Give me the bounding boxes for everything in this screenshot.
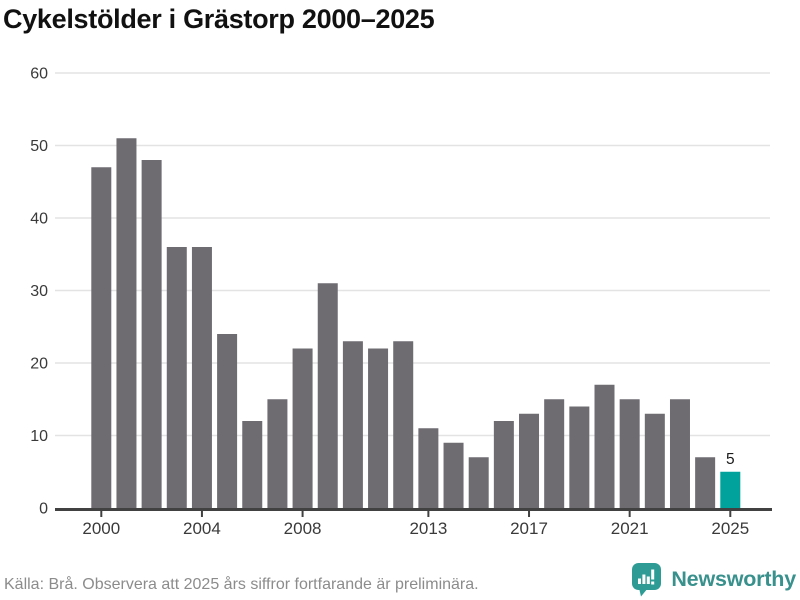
y-axis-tick-label: 0 xyxy=(39,501,48,518)
logo-bubble-tail xyxy=(639,588,649,597)
source-note: Källa: Brå. Observera att 2025 års siffr… xyxy=(4,576,479,593)
chart-title: Cykelstölder i Grästorp 2000–2025 xyxy=(3,4,435,34)
bar-2019 xyxy=(569,406,590,508)
bar-2015 xyxy=(468,457,489,508)
bar-2008 xyxy=(292,348,313,508)
bar-2018 xyxy=(544,399,565,508)
newsworthy-wordmark: Newsworthy xyxy=(671,567,796,591)
bar-2025 xyxy=(720,471,741,508)
y-axis-tick-label: 60 xyxy=(30,66,48,83)
bar-2006 xyxy=(242,421,263,508)
logo-glyph-exclamation-dot xyxy=(651,581,655,585)
bar-2004 xyxy=(191,247,212,508)
bar-2009 xyxy=(317,283,338,508)
x-axis-tick-label: 2000 xyxy=(82,519,120,538)
y-axis-tick-label: 20 xyxy=(30,356,48,373)
bar-2014 xyxy=(443,442,464,508)
bar-2021 xyxy=(619,399,640,508)
bar-2020 xyxy=(594,384,615,508)
x-axis-tick-label: 2017 xyxy=(510,519,548,538)
bar-2007 xyxy=(267,399,288,508)
x-axis-tick-label: 2025 xyxy=(711,519,749,538)
y-axis-tick-label: 10 xyxy=(30,428,48,445)
y-axis-tick-label: 40 xyxy=(30,211,48,228)
bar-2011 xyxy=(368,348,389,508)
bar-2010 xyxy=(342,341,363,508)
bar-2003 xyxy=(166,247,187,508)
bar-2016 xyxy=(493,421,514,508)
bar-value-label: 5 xyxy=(726,451,735,468)
bar-2012 xyxy=(393,341,414,508)
x-axis-tick-label: 2004 xyxy=(183,519,221,538)
bar-2001 xyxy=(116,138,137,508)
bar-2017 xyxy=(519,413,540,508)
x-axis-tick-label: 2021 xyxy=(611,519,649,538)
logo-glyph-bar xyxy=(642,574,646,584)
bar-2023 xyxy=(669,399,690,508)
bar-chart: 0 10 20 30 40 50 60 2000 2004 2008 2013 2017 2021 202… xyxy=(30,66,772,538)
logo-glyph-exclamation-stem xyxy=(651,569,655,580)
logo-glyph-bar xyxy=(638,578,642,584)
logo-bubble xyxy=(632,563,662,590)
bar-2002 xyxy=(141,160,162,508)
newsworthy-brand: Newsworthy xyxy=(631,562,796,597)
bar-2024 xyxy=(695,457,716,508)
bar-2005 xyxy=(217,334,238,508)
bar-2022 xyxy=(644,413,665,508)
x-axis-tick-label: 2013 xyxy=(409,519,447,538)
y-axis-tick-label: 50 xyxy=(30,138,48,155)
y-axis-tick-label: 30 xyxy=(30,283,48,300)
bar-2000 xyxy=(91,167,112,508)
logo-bar-chart-glyph xyxy=(638,569,655,585)
logo-glyph-bar xyxy=(647,576,651,584)
bar-2013 xyxy=(418,428,439,508)
x-axis-tick-label: 2008 xyxy=(284,519,322,538)
newsworthy-logo-icon xyxy=(632,563,662,597)
